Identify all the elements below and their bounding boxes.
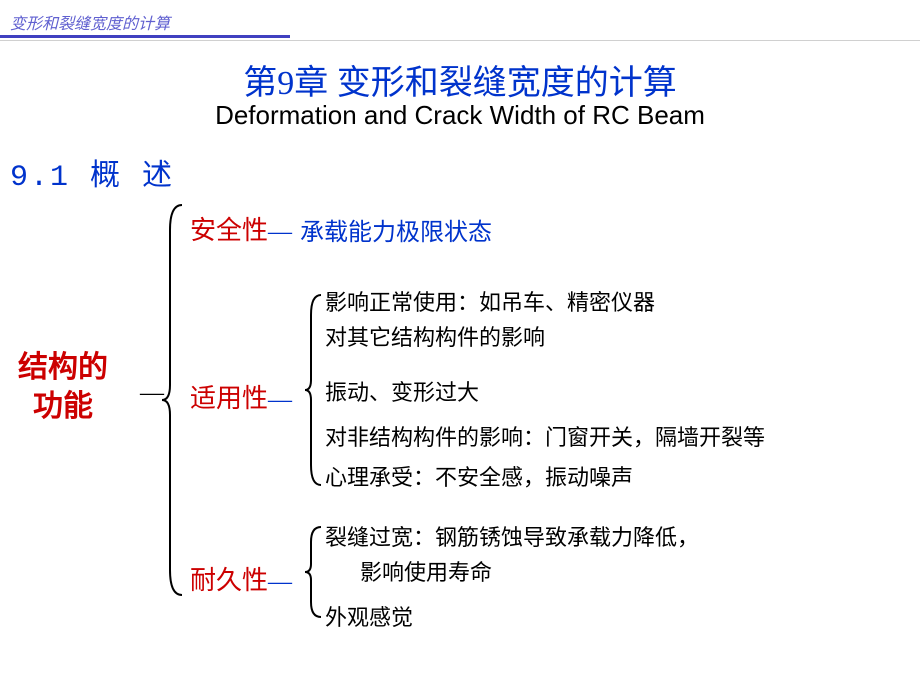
durability-item-1: 裂缝过宽：钢筋锈蚀导致承载力降低，: [325, 520, 699, 555]
chapter-title-chinese: 第9章 变形和裂缝宽度的计算: [0, 55, 920, 104]
chapter-title-english: Deformation and Crack Width of RC Beam: [0, 100, 920, 131]
durability-brace-icon: [303, 522, 325, 622]
category-safety-text: 安全性: [190, 216, 268, 245]
usability-item-5: 心理承受：不安全感，振动噪声: [325, 460, 633, 495]
safety-description: 承载能力极限状态: [300, 212, 492, 247]
dash-icon: —: [268, 387, 292, 413]
dash-icon: —: [268, 219, 292, 245]
main-concept-label: 结构的 功能: [18, 348, 108, 426]
durability-item-3: 外观感觉: [325, 600, 413, 635]
main-concept-line2: 功能: [33, 390, 93, 423]
category-durability-label: 耐久性—: [190, 560, 292, 597]
header-label: 变形和裂缝宽度的计算: [10, 10, 170, 34]
usability-item-4: 对非结构构件的影响：门窗开关，隔墙开裂等: [325, 420, 765, 455]
main-brace-icon: [160, 200, 188, 600]
section-number: 9.1 概 述: [10, 150, 174, 195]
dash-icon: —: [268, 569, 292, 595]
usability-item-1: 影响正常使用：如吊车、精密仪器: [325, 285, 655, 320]
usability-item-3: 振动、变形过大: [325, 375, 479, 410]
header-divider: [0, 40, 920, 41]
usability-brace-icon: [303, 290, 325, 490]
usability-item-2: 对其它结构构件的影响: [325, 320, 545, 355]
category-usability-text: 适用性: [190, 384, 268, 413]
durability-item-2: 影响使用寿命: [360, 555, 492, 590]
category-durability-text: 耐久性: [190, 566, 268, 595]
category-usability-label: 适用性—: [190, 378, 292, 415]
category-safety-label: 安全性—: [190, 210, 292, 247]
header-underline: [0, 35, 290, 38]
main-concept-line1: 结构的: [18, 351, 108, 384]
